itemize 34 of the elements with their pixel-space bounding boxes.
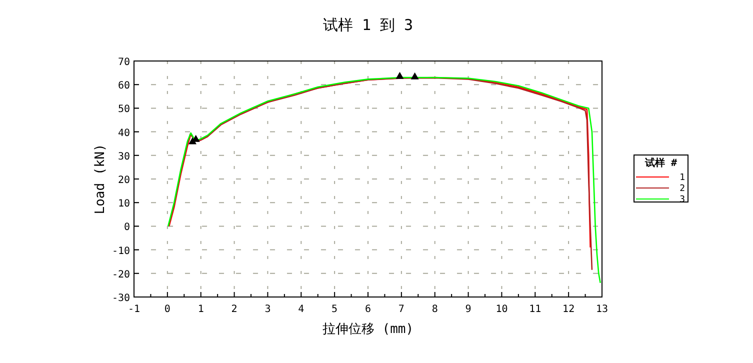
- x-tick-label: 1: [198, 304, 204, 315]
- y-tick-label: -30: [112, 293, 130, 304]
- x-axis-title: 拉伸位移 (mm): [322, 322, 414, 337]
- x-tick-label: 12: [562, 304, 575, 315]
- x-tick-label: 3: [264, 304, 271, 315]
- chart-title: 试样 1 到 3: [322, 16, 414, 34]
- x-tick-label: 0: [164, 304, 170, 315]
- y-tick-label: 40: [118, 128, 130, 139]
- x-tick-label: 4: [298, 304, 304, 315]
- x-tick-label: 2: [231, 304, 238, 315]
- y-tick-label: 70: [118, 57, 130, 68]
- y-tick-label: 60: [118, 80, 130, 92]
- y-tick-label: 10: [118, 198, 130, 210]
- y-axis-title: Load (kN): [93, 144, 108, 214]
- y-tick-label: -20: [112, 269, 130, 280]
- x-tick-label: 5: [332, 304, 338, 315]
- x-tick-label: 13: [596, 304, 608, 315]
- x-tick-label: 11: [529, 304, 542, 315]
- x-tick-label: 9: [465, 304, 472, 315]
- y-tick-label: 50: [118, 104, 130, 116]
- x-tick-label: 8: [432, 304, 438, 315]
- x-tick-label: 10: [496, 304, 508, 315]
- point: [410, 72, 419, 80]
- legend-title: 试样 #: [644, 157, 678, 169]
- legend-label: 2: [680, 184, 685, 194]
- point: [396, 72, 404, 79]
- x-tick-label: -1: [128, 304, 140, 315]
- y-tick-label: 0: [124, 222, 130, 234]
- y-tick-label: 20: [118, 175, 130, 186]
- y-tick-label: 30: [118, 151, 130, 162]
- y-tick-label: -10: [112, 246, 130, 257]
- legend-label: 1: [680, 173, 685, 183]
- x-tick-label: 7: [398, 304, 404, 315]
- x-tick-label: 6: [364, 304, 372, 315]
